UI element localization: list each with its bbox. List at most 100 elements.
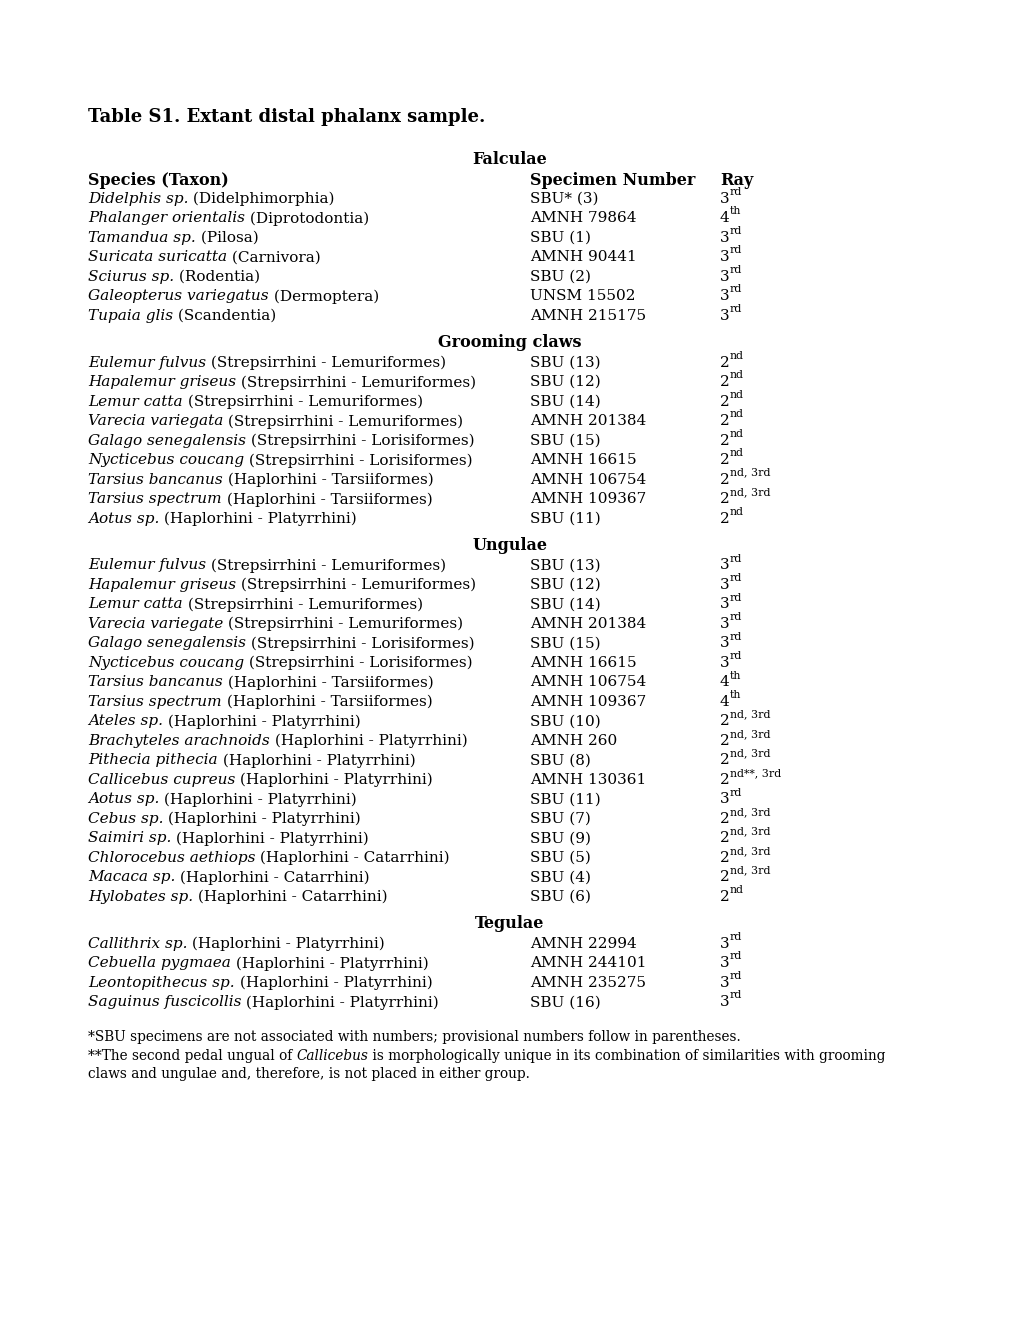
Text: (Strepsirrhini - Lemuriformes): (Strepsirrhini - Lemuriformes) — [182, 598, 422, 612]
Text: AMNH 109367: AMNH 109367 — [530, 694, 646, 709]
Text: (Haplorhini - Tarsiiformes): (Haplorhini - Tarsiiformes) — [222, 473, 433, 487]
Text: Hapalemur griseus: Hapalemur griseus — [88, 578, 235, 591]
Text: 3: 3 — [719, 558, 729, 573]
Text: (Carnivora): (Carnivora) — [227, 251, 321, 264]
Text: 2: 2 — [719, 434, 729, 447]
Text: (Haplorhini - Catarrhini): (Haplorhini - Catarrhini) — [175, 870, 370, 884]
Text: 2: 2 — [719, 812, 729, 826]
Text: SBU (13): SBU (13) — [530, 355, 600, 370]
Text: rd: rd — [729, 573, 741, 583]
Text: Nycticebus coucang: Nycticebus coucang — [88, 656, 244, 671]
Text: th: th — [729, 206, 741, 216]
Text: (Haplorhini - Platyrrhini): (Haplorhini - Platyrrhini) — [159, 792, 357, 807]
Text: SBU (14): SBU (14) — [530, 395, 600, 409]
Text: Macaca sp.: Macaca sp. — [88, 870, 175, 884]
Text: Leontopithecus sp.: Leontopithecus sp. — [88, 975, 234, 990]
Text: AMNH 260: AMNH 260 — [530, 734, 616, 748]
Text: (Haplorhini - Tarsiiformes): (Haplorhini - Tarsiiformes) — [221, 492, 432, 507]
Text: Falculae: Falculae — [472, 150, 547, 168]
Text: SBU* (3): SBU* (3) — [530, 191, 598, 206]
Text: AMNH 109367: AMNH 109367 — [530, 492, 646, 506]
Text: Ray: Ray — [719, 173, 752, 189]
Text: Ateles sp.: Ateles sp. — [88, 714, 163, 729]
Text: nd: nd — [729, 409, 743, 420]
Text: (Strepsirrhini - Lorisiformes): (Strepsirrhini - Lorisiformes) — [244, 656, 472, 671]
Text: 3: 3 — [719, 616, 729, 631]
Text: nd, 3rd: nd, 3rd — [729, 846, 769, 855]
Text: rd: rd — [729, 788, 741, 797]
Text: nd, 3rd: nd, 3rd — [729, 710, 769, 719]
Text: 3: 3 — [719, 578, 729, 591]
Text: Tegulae: Tegulae — [475, 915, 544, 932]
Text: 3: 3 — [719, 956, 729, 970]
Text: Tarsius bancanus: Tarsius bancanus — [88, 473, 222, 487]
Text: 3: 3 — [719, 251, 729, 264]
Text: (Strepsirrhini - Lorisiformes): (Strepsirrhini - Lorisiformes) — [244, 453, 472, 467]
Text: nd**, 3rd: nd**, 3rd — [729, 768, 781, 777]
Text: AMNH 201384: AMNH 201384 — [530, 616, 646, 631]
Text: is morphologically unique in its combination of similarities with grooming: is morphologically unique in its combina… — [368, 1049, 886, 1063]
Text: 3: 3 — [719, 995, 729, 1010]
Text: Hylobates sp.: Hylobates sp. — [88, 890, 193, 904]
Text: Tupaia glis: Tupaia glis — [88, 309, 173, 323]
Text: (Haplorhini - Platyrrhini): (Haplorhini - Platyrrhini) — [234, 975, 432, 990]
Text: Saguinus fuscicollis: Saguinus fuscicollis — [88, 995, 242, 1010]
Text: (Haplorhini - Tarsiiformes): (Haplorhini - Tarsiiformes) — [221, 694, 432, 709]
Text: 2: 2 — [719, 734, 729, 748]
Text: (Dermoptera): (Dermoptera) — [268, 289, 378, 304]
Text: SBU (9): SBU (9) — [530, 832, 590, 845]
Text: 2: 2 — [719, 453, 729, 467]
Text: (Strepsirrhini - Lorisiformes): (Strepsirrhini - Lorisiformes) — [246, 434, 474, 447]
Text: nd, 3rd: nd, 3rd — [729, 807, 769, 817]
Text: nd, 3rd: nd, 3rd — [729, 748, 769, 759]
Text: Callicebus cupreus: Callicebus cupreus — [88, 774, 235, 787]
Text: 3: 3 — [719, 656, 729, 671]
Text: nd: nd — [729, 449, 743, 458]
Text: rd: rd — [729, 304, 741, 314]
Text: (Pilosa): (Pilosa) — [196, 231, 258, 244]
Text: Tarsius spectrum: Tarsius spectrum — [88, 694, 221, 709]
Text: Tamandua sp.: Tamandua sp. — [88, 231, 196, 244]
Text: SBU (15): SBU (15) — [530, 434, 600, 447]
Text: (Strepsirrhini - Lemuriformes): (Strepsirrhini - Lemuriformes) — [235, 578, 476, 593]
Text: Suricata suricatta: Suricata suricatta — [88, 251, 227, 264]
Text: rd: rd — [729, 990, 741, 1001]
Text: AMNH 215175: AMNH 215175 — [530, 309, 645, 323]
Text: AMNH 16615: AMNH 16615 — [530, 656, 636, 671]
Text: SBU (11): SBU (11) — [530, 792, 600, 807]
Text: (Strepsirrhini - Lorisiformes): (Strepsirrhini - Lorisiformes) — [246, 636, 474, 651]
Text: (Haplorhini - Platyrrhini): (Haplorhini - Platyrrhini) — [163, 812, 361, 826]
Text: (Haplorhini - Platyrrhini): (Haplorhini - Platyrrhini) — [235, 774, 433, 787]
Text: Callicebus: Callicebus — [297, 1049, 368, 1063]
Text: 3: 3 — [719, 191, 729, 206]
Text: SBU (11): SBU (11) — [530, 512, 600, 525]
Text: SBU (6): SBU (6) — [530, 890, 590, 904]
Text: 2: 2 — [719, 395, 729, 409]
Text: rd: rd — [729, 187, 741, 197]
Text: Hapalemur griseus: Hapalemur griseus — [88, 375, 235, 389]
Text: (Haplorhini - Catarrhini): (Haplorhini - Catarrhini) — [255, 851, 449, 866]
Text: Lemur catta: Lemur catta — [88, 598, 182, 611]
Text: 2: 2 — [719, 473, 729, 487]
Text: 3: 3 — [719, 975, 729, 990]
Text: (Strepsirrhini - Lemuriformes): (Strepsirrhini - Lemuriformes) — [223, 414, 463, 429]
Text: SBU (15): SBU (15) — [530, 636, 600, 651]
Text: 2: 2 — [719, 774, 729, 787]
Text: rd: rd — [729, 952, 741, 961]
Text: Aotus sp.: Aotus sp. — [88, 792, 159, 807]
Text: (Didelphimorphia): (Didelphimorphia) — [189, 191, 334, 206]
Text: (Strepsirrhini - Lemuriformes): (Strepsirrhini - Lemuriformes) — [235, 375, 476, 389]
Text: (Haplorhini - Platyrrhini): (Haplorhini - Platyrrhini) — [159, 512, 357, 527]
Text: Saimiri sp.: Saimiri sp. — [88, 832, 171, 845]
Text: (Haplorhini - Platyrrhini): (Haplorhini - Platyrrhini) — [171, 832, 369, 846]
Text: SBU (5): SBU (5) — [530, 851, 590, 865]
Text: SBU (12): SBU (12) — [530, 578, 600, 591]
Text: 3: 3 — [719, 636, 729, 651]
Text: SBU (8): SBU (8) — [530, 754, 590, 767]
Text: rd: rd — [729, 265, 741, 275]
Text: AMNH 90441: AMNH 90441 — [530, 251, 636, 264]
Text: nd, 3rd: nd, 3rd — [729, 729, 769, 739]
Text: (Haplorhini - Platyrrhini): (Haplorhini - Platyrrhini) — [187, 937, 385, 952]
Text: *SBU specimens are not associated with numbers; provisional numbers follow in pa: *SBU specimens are not associated with n… — [88, 1031, 740, 1044]
Text: 2: 2 — [719, 512, 729, 525]
